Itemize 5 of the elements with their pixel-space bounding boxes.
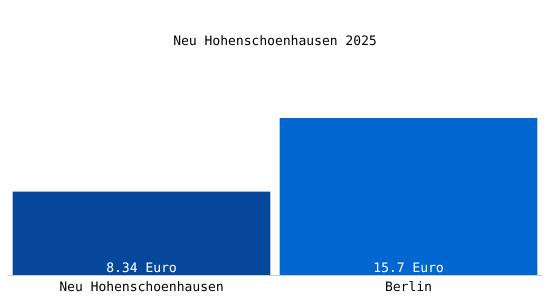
data-label: 8.34 Euro xyxy=(106,261,177,276)
chart-title: Neu Hohenschoenhausen 2025 xyxy=(173,34,377,49)
data-label: 15.7 Euro xyxy=(373,261,444,276)
x-tick-label: Neu Hohenschoenhausen xyxy=(59,280,224,295)
x-tick-label: Berlin xyxy=(385,280,432,295)
